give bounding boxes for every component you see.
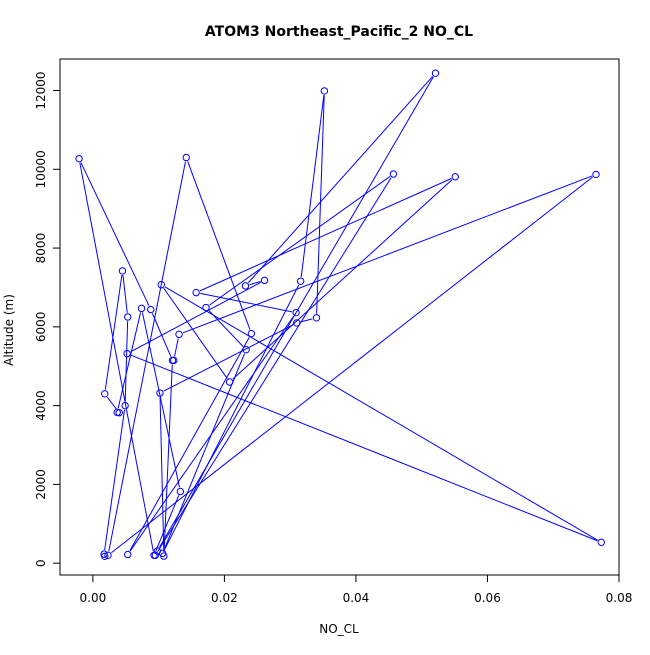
series-segment	[117, 312, 142, 409]
y-tick-label: 8000	[34, 233, 48, 264]
series-segment	[209, 176, 391, 306]
data-point	[104, 551, 112, 560]
data-point	[113, 408, 121, 417]
data-point	[75, 154, 83, 163]
series-segment	[199, 178, 452, 292]
data-point	[124, 313, 132, 321]
data-point	[137, 304, 146, 313]
y-tick-label: 4000	[34, 390, 48, 421]
series-segment	[163, 324, 294, 392]
x-axis-label: NO_CL	[319, 622, 359, 636]
series-segment	[232, 179, 453, 380]
data-point	[156, 389, 164, 397]
series-segment	[208, 310, 244, 347]
series-segment	[124, 321, 129, 402]
data-point	[312, 314, 321, 322]
series-segment	[182, 175, 593, 334]
data-point	[202, 303, 210, 312]
data-point	[296, 277, 305, 285]
data-point	[182, 153, 190, 162]
data-point	[260, 276, 269, 285]
series-segment	[200, 292, 293, 313]
y-tick-label: 0	[34, 559, 48, 567]
y-tick-label: 2000	[34, 469, 48, 500]
data-point	[292, 308, 300, 317]
data-point	[451, 173, 459, 181]
y-tick-label: 6000	[34, 312, 48, 343]
series-segment	[108, 161, 186, 552]
series-segment	[130, 281, 262, 353]
data-point	[101, 390, 109, 398]
y-axis: 0 2000 4000 6000 8000 10000 12000	[34, 71, 61, 567]
y-tick-label: 10000	[34, 150, 48, 188]
series-segment	[155, 495, 180, 552]
data-point	[176, 487, 185, 496]
data-point	[170, 356, 178, 365]
series-segment	[300, 95, 325, 278]
series-segment	[80, 162, 150, 306]
data-point	[592, 170, 600, 179]
data-point	[293, 319, 301, 327]
series-segment	[122, 275, 128, 313]
series-segment	[79, 162, 154, 552]
series-segment	[104, 409, 126, 551]
data-point	[100, 550, 108, 558]
data-point	[241, 282, 250, 290]
series-segment	[157, 177, 392, 553]
series-segment	[300, 318, 313, 323]
data-point	[118, 267, 127, 275]
x-tick-label: 0.00	[80, 591, 107, 605]
data-point	[121, 401, 129, 410]
series-segment	[104, 274, 123, 390]
data-point	[242, 345, 250, 354]
series-lines	[79, 75, 598, 554]
data-point	[225, 378, 234, 386]
data-point	[320, 87, 329, 95]
data-point	[192, 288, 200, 297]
data-point	[597, 538, 605, 547]
data-point	[175, 330, 183, 339]
series-segment	[164, 286, 598, 541]
x-tick-label: 0.04	[343, 591, 370, 605]
series-segment	[187, 161, 251, 330]
series-segment	[247, 75, 434, 284]
series-segment	[174, 338, 179, 357]
y-axis-label: Altitude (m)	[2, 294, 16, 366]
y-tick-label: 12000	[34, 71, 48, 109]
data-point	[151, 551, 160, 560]
series-segment	[159, 76, 434, 548]
chart-title: ATOM3 Northeast_Pacific_2 NO_CL	[205, 24, 473, 40]
data-point	[247, 329, 256, 338]
x-tick-label: 0.02	[211, 591, 238, 605]
data-point	[389, 170, 398, 178]
x-tick-label: 0.08	[606, 591, 633, 605]
series-segment	[249, 281, 261, 286]
series-segment	[106, 396, 118, 410]
x-axis: 0.00 0.02 0.04 0.06 0.08	[80, 574, 633, 605]
series-segment	[159, 397, 165, 552]
data-point	[157, 281, 165, 289]
series-points	[75, 69, 605, 560]
x-tick-label: 0.06	[474, 591, 501, 605]
series-segment	[130, 354, 598, 542]
series-segment	[129, 336, 250, 552]
series-segment	[129, 315, 295, 552]
data-point	[147, 305, 155, 314]
series-segment	[163, 287, 228, 379]
series-segment	[111, 176, 593, 554]
data-point	[153, 547, 162, 555]
data-point	[124, 550, 132, 559]
series-segment	[163, 364, 173, 552]
series-segment	[316, 95, 325, 314]
data-point	[123, 349, 131, 358]
data-point	[431, 69, 440, 77]
